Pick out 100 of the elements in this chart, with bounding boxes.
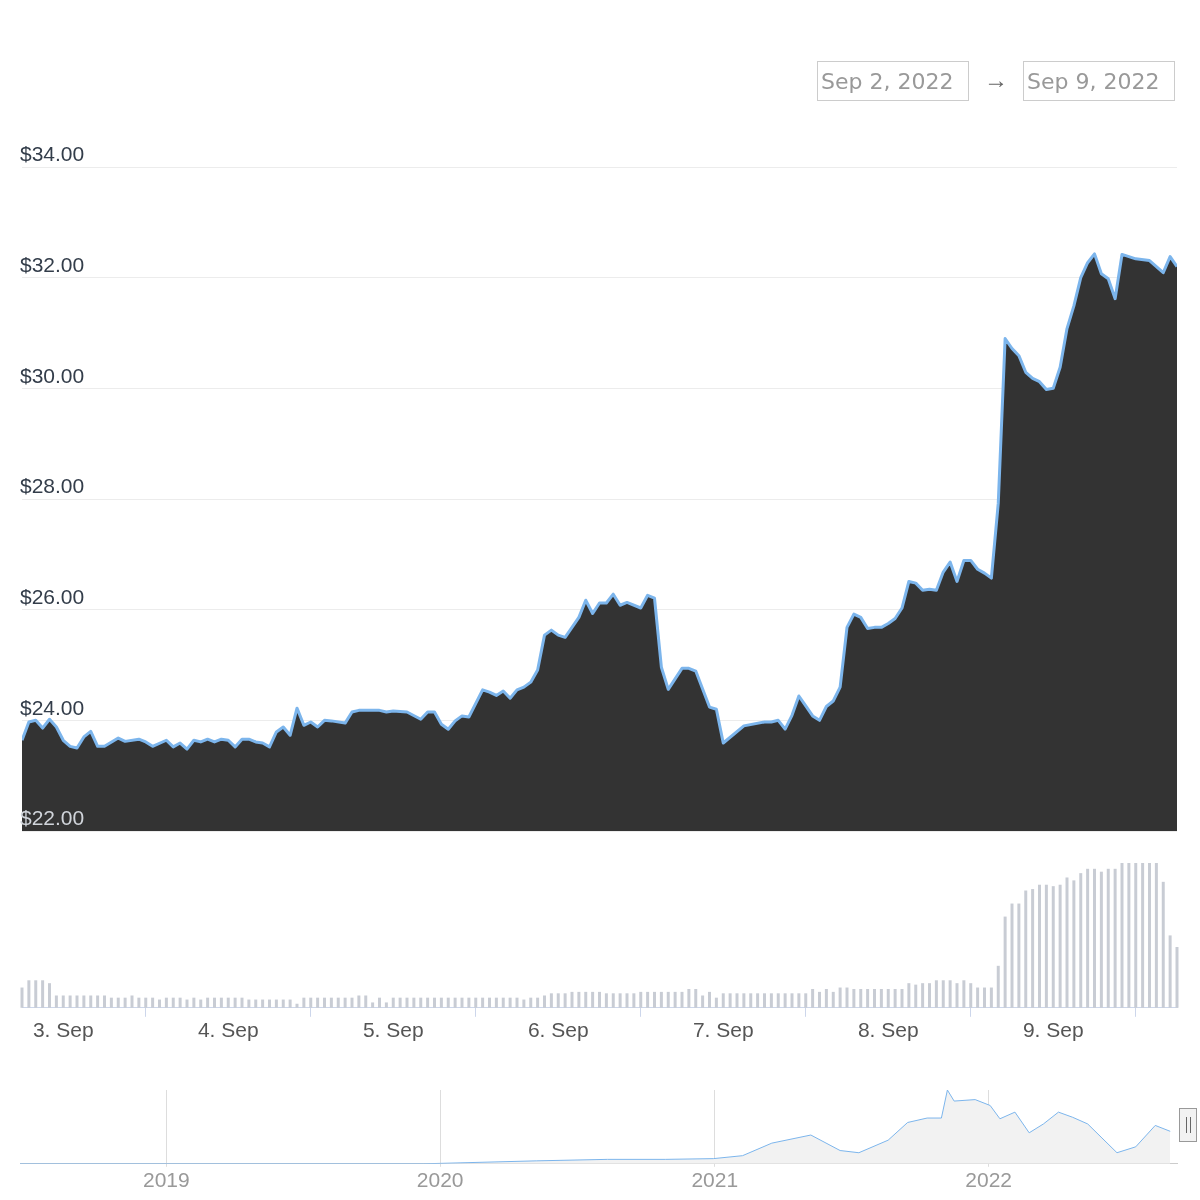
bar	[756, 993, 760, 1008]
bar	[467, 997, 471, 1008]
bar	[598, 991, 601, 1008]
bar	[391, 997, 395, 1008]
bar	[646, 991, 650, 1008]
x-tick-label: 8. Sep	[857, 1018, 919, 1042]
bar	[481, 997, 485, 1008]
bar	[611, 993, 615, 1008]
bar	[1168, 935, 1172, 1008]
bar	[261, 999, 265, 1008]
bar	[859, 988, 863, 1008]
bar	[1134, 863, 1138, 1008]
bar	[879, 988, 883, 1008]
bar	[130, 995, 134, 1008]
bar	[886, 988, 890, 1008]
bar	[776, 993, 780, 1008]
bar	[529, 997, 533, 1008]
bar	[845, 987, 849, 1008]
bar	[948, 980, 952, 1008]
bar	[708, 991, 711, 1008]
bar	[405, 997, 409, 1008]
bar	[536, 997, 540, 1008]
bar	[316, 997, 320, 1008]
bar	[75, 995, 79, 1008]
bar	[357, 995, 361, 1008]
bar	[171, 997, 175, 1008]
text: Sep 2, 2022	[817, 61, 969, 101]
bar	[577, 991, 581, 1008]
bar	[1127, 863, 1131, 1008]
bar	[178, 997, 182, 1008]
bar	[680, 991, 684, 1008]
bar	[721, 993, 725, 1008]
bar	[763, 993, 766, 1008]
bar	[82, 995, 86, 1008]
bar	[914, 984, 918, 1008]
bar	[632, 993, 636, 1008]
bar	[384, 1002, 388, 1008]
bar	[501, 997, 505, 1008]
bar	[274, 999, 278, 1008]
y-tick-label: $24.00	[20, 695, 85, 719]
bar	[1058, 884, 1062, 1008]
bar	[714, 997, 718, 1008]
bar	[1017, 903, 1021, 1008]
bar	[137, 997, 141, 1008]
bar	[989, 987, 993, 1008]
bar	[790, 993, 794, 1008]
bar	[742, 993, 746, 1008]
bar	[515, 997, 519, 1008]
bar	[329, 997, 333, 1008]
bar	[852, 988, 856, 1008]
bar	[1051, 886, 1055, 1008]
bar	[735, 993, 739, 1008]
bar	[666, 991, 670, 1008]
bar	[309, 997, 313, 1008]
bar	[453, 997, 457, 1008]
bar	[226, 997, 230, 1008]
bar	[323, 997, 326, 1008]
y-tick-label: $34.00	[20, 142, 85, 166]
bar	[68, 995, 72, 1008]
bar	[1010, 903, 1014, 1008]
bar	[268, 999, 271, 1008]
bar	[969, 983, 973, 1008]
bar	[1099, 871, 1103, 1008]
bar	[20, 987, 24, 1008]
bar	[694, 988, 698, 1008]
bar	[797, 993, 801, 1008]
bar	[1072, 880, 1076, 1008]
bar	[1065, 877, 1069, 1008]
bar	[254, 999, 258, 1008]
bar	[281, 999, 285, 1008]
bar	[192, 997, 196, 1008]
bar	[866, 988, 870, 1008]
bar	[818, 991, 821, 1008]
x-tick-label: 7. Sep	[692, 1018, 754, 1042]
bar	[934, 980, 938, 1008]
bar	[1031, 889, 1035, 1008]
bar	[873, 988, 876, 1008]
bar	[955, 983, 959, 1008]
bar	[838, 987, 842, 1008]
bar	[378, 997, 381, 1008]
bar	[199, 999, 203, 1008]
bar	[604, 993, 608, 1008]
bar	[96, 995, 100, 1008]
bar	[364, 995, 368, 1008]
bar	[508, 997, 512, 1008]
bar	[439, 997, 443, 1008]
bar	[1161, 881, 1165, 1008]
x-tick-label: 2019	[142, 1168, 190, 1192]
x-tick-label: 2021	[691, 1168, 739, 1192]
bar	[343, 997, 347, 1008]
bar	[1093, 868, 1096, 1008]
bar	[336, 997, 340, 1008]
bar	[928, 983, 931, 1008]
bar	[446, 997, 450, 1008]
y-tick-label: $32.00	[20, 252, 85, 276]
text: Sep 9, 2022	[1023, 61, 1175, 101]
bar	[900, 988, 904, 1008]
bar	[1079, 873, 1083, 1008]
bar	[54, 995, 58, 1008]
bar	[653, 991, 656, 1008]
